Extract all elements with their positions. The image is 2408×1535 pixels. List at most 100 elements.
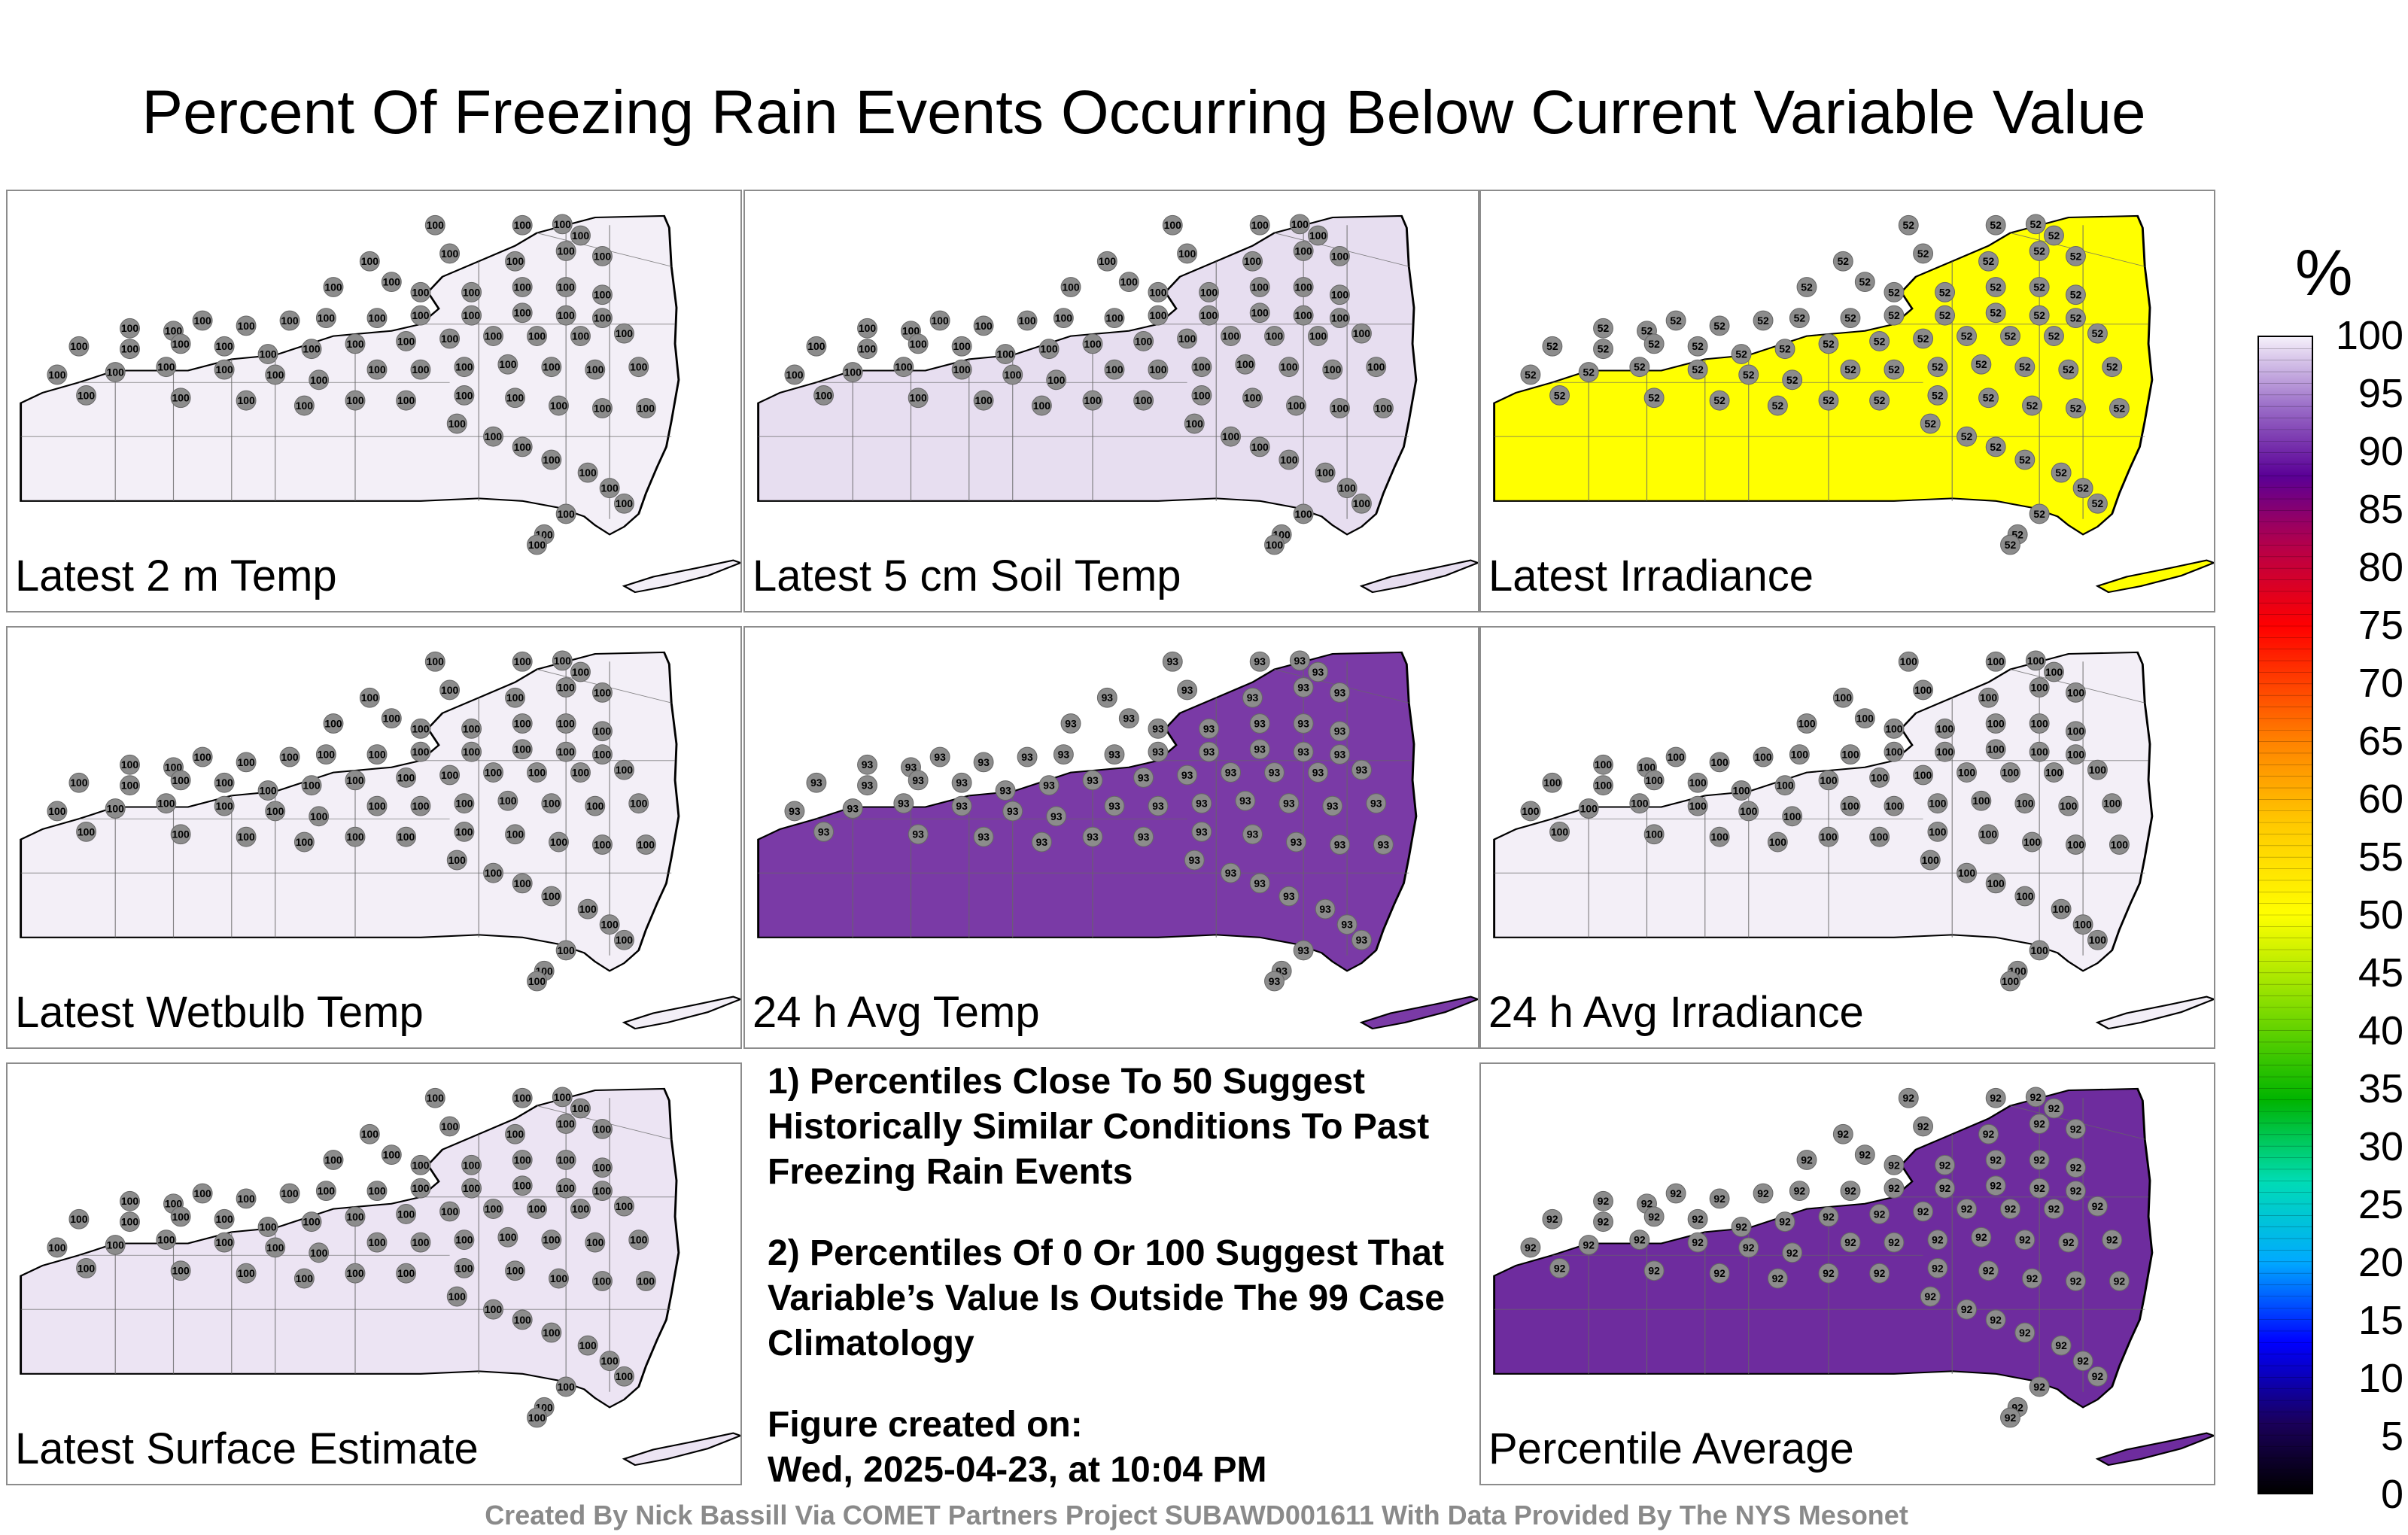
station-marker: 92 [2029,1178,2050,1199]
svg-text:100: 100 [2016,798,2034,810]
station-marker: 52 [1796,277,1817,297]
station-marker: 100 [908,388,929,409]
station-marker: 100 [1278,357,1300,378]
station-marker: 100 [570,762,591,783]
station-marker: 92 [1731,1217,1752,1237]
station-marker: 100 [570,661,591,682]
svg-text:93: 93 [1007,805,1019,817]
svg-text:100: 100 [1595,758,1613,771]
station-marker: 92 [1971,1226,1992,1248]
station-marker: 100 [555,241,576,261]
svg-text:100: 100 [1251,307,1269,319]
station-marker: 100 [76,1257,97,1278]
station-marker: 100 [120,754,140,775]
colorbar-tick-label: 100 [2335,313,2403,358]
svg-text:52: 52 [1525,369,1537,381]
station-marker: 100 [813,385,835,406]
station-marker: 100 [461,281,482,302]
colorbar-tick-label: 30 [2358,1124,2403,1169]
svg-text:100: 100 [1871,831,1889,843]
svg-text:100: 100 [1251,281,1269,293]
svg-text:100: 100 [1084,394,1102,406]
station-marker: 93 [1191,821,1212,842]
svg-text:100: 100 [412,722,430,734]
svg-text:92: 92 [1859,1149,1871,1161]
svg-text:100: 100 [616,764,634,776]
svg-text:92: 92 [2026,1272,2039,1284]
svg-text:52: 52 [1794,312,1806,324]
station-marker: 100 [279,310,300,331]
station-marker: 93 [973,752,994,773]
station-marker: 92 [1854,1144,1875,1166]
svg-text:100: 100 [215,800,233,812]
svg-text:93: 93 [1196,825,1208,837]
svg-text:100: 100 [543,798,561,810]
station-marker: 92 [1884,1154,1905,1175]
station-marker: 52 [1840,359,1861,380]
station-marker: 92 [1549,1257,1570,1278]
station-marker: 52 [2102,357,2123,378]
svg-text:92: 92 [1932,1262,1944,1274]
svg-text:100: 100 [953,340,971,352]
station-marker: 100 [2014,793,2036,814]
station-marker: 100 [424,1087,445,1108]
station-marker: 100 [908,333,929,354]
station-marker: 100 [505,251,525,272]
svg-text:100: 100 [1120,276,1139,288]
svg-text:93: 93 [847,803,859,815]
svg-text:92: 92 [1670,1187,1682,1199]
station-marker: 100 [592,1271,613,1291]
station-marker: 52 [1643,333,1665,354]
station-marker: 52 [1840,308,1861,328]
svg-text:93: 93 [810,777,822,789]
station-marker: 100 [555,277,576,297]
station-marker: 100 [309,1242,330,1263]
station-marker: 92 [1869,1263,1890,1284]
svg-text:52: 52 [2005,330,2017,342]
station-marker: 92 [1832,1123,1853,1144]
station-marker: 100 [552,650,573,671]
station-marker: 100 [613,929,634,950]
svg-text:100: 100 [194,751,212,763]
station-marker: 100 [1177,328,1198,349]
station-marker: 52 [1637,321,1657,342]
svg-text:100: 100 [514,877,532,889]
svg-text:100: 100 [586,800,604,812]
svg-text:93: 93 [934,751,946,763]
station-marker: 100 [1308,225,1328,246]
svg-text:100: 100 [1331,312,1349,324]
station-marker: 52 [1927,385,1948,406]
svg-text:100: 100 [1885,800,1903,812]
station-marker: 92 [1956,1199,1977,1219]
svg-text:52: 52 [1874,394,1886,406]
svg-text:100: 100 [215,1213,233,1225]
svg-text:92: 92 [1939,1159,1951,1171]
svg-text:93: 93 [1269,767,1281,779]
station-marker: 100 [454,1257,475,1278]
station-marker: 100 [1985,713,2006,734]
svg-text:100: 100 [172,392,190,404]
svg-text:52: 52 [2030,218,2042,230]
svg-text:100: 100 [630,1234,648,1246]
colorbar-tick-label: 10 [2358,1356,2403,1401]
station-marker: 100 [592,284,613,305]
svg-text:100: 100 [215,340,233,352]
svg-text:92: 92 [2005,1203,2017,1215]
svg-text:100: 100 [1710,831,1728,843]
svg-text:100: 100 [815,389,833,401]
svg-text:100: 100 [121,758,139,771]
svg-text:100: 100 [932,315,950,327]
station-marker: 100 [1249,277,1270,297]
svg-text:100: 100 [506,1265,524,1277]
station-marker: 100 [410,281,431,302]
svg-text:100: 100 [1900,655,1918,667]
svg-text:92: 92 [1888,1159,1900,1171]
svg-text:100: 100 [1754,751,1772,763]
svg-text:100: 100 [1266,330,1284,342]
svg-text:100: 100 [1551,825,1569,837]
svg-text:52: 52 [1961,430,1973,442]
station-marker: 100 [76,821,97,842]
svg-text:93: 93 [1370,798,1382,810]
station-marker: 100 [512,302,533,324]
svg-text:100: 100 [78,389,96,401]
